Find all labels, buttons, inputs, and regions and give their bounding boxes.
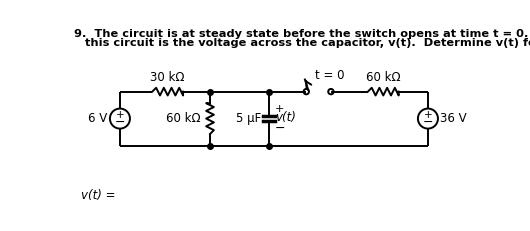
Text: +: + bbox=[423, 110, 432, 120]
Text: this circuit is the voltage across the capacitor, v(t).  Determine v(t) for t > : this circuit is the voltage across the c… bbox=[84, 38, 530, 48]
Text: 36 V: 36 V bbox=[440, 112, 467, 125]
Text: +: + bbox=[116, 110, 124, 120]
Text: t = 0: t = 0 bbox=[315, 69, 344, 82]
Text: −: − bbox=[275, 122, 285, 135]
Text: 60 kΩ: 60 kΩ bbox=[366, 71, 401, 84]
Text: 30 kΩ: 30 kΩ bbox=[151, 71, 185, 84]
Text: +: + bbox=[275, 103, 284, 114]
Text: 5 μF: 5 μF bbox=[236, 112, 261, 125]
Text: −: − bbox=[423, 116, 433, 128]
Text: 9.  The circuit is at steady state before the switch opens at time t = 0. The ou: 9. The circuit is at steady state before… bbox=[74, 29, 530, 39]
Text: v(t) =: v(t) = bbox=[82, 189, 116, 202]
Text: −: − bbox=[114, 116, 125, 128]
Text: 60 kΩ: 60 kΩ bbox=[166, 112, 201, 125]
Text: 6 V: 6 V bbox=[89, 112, 108, 125]
Text: v(t): v(t) bbox=[275, 111, 296, 124]
